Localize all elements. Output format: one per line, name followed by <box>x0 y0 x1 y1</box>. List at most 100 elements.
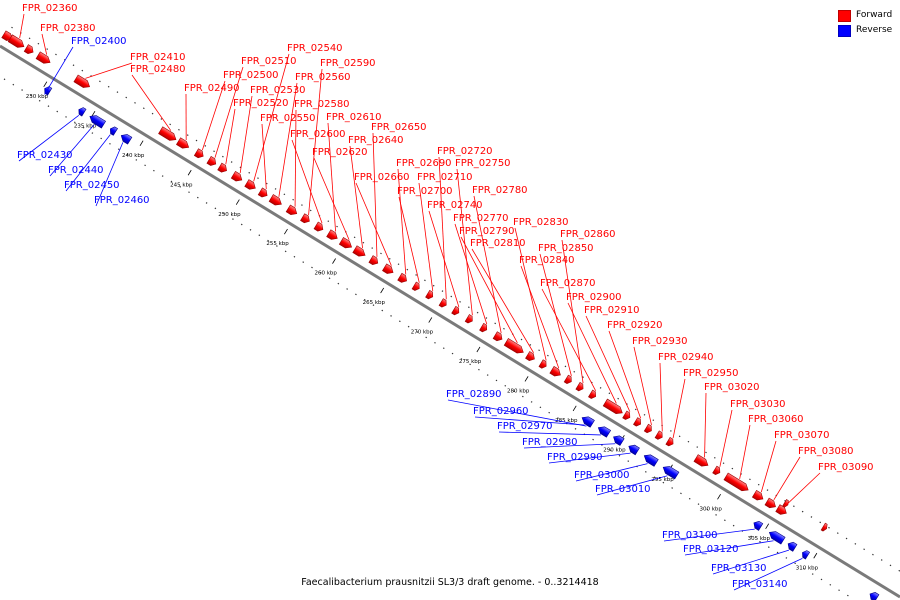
gene-label[interactable]: FPR_02460 <box>94 195 150 206</box>
gene-leader-line <box>739 424 751 479</box>
gene-label[interactable]: FPR_03100 <box>662 530 718 541</box>
gene-arrow-body <box>230 170 243 182</box>
gene-label[interactable]: FPR_03090 <box>818 462 874 473</box>
gene-arrow <box>643 454 659 467</box>
gene-label[interactable]: FPR_02780 <box>472 185 528 196</box>
gene-arrow-body <box>368 255 379 266</box>
gene-leader-line <box>398 196 420 283</box>
gene-label[interactable]: FPR_03030 <box>730 399 786 410</box>
gene-label[interactable]: FPR_02970 <box>497 421 553 432</box>
gene-label[interactable]: FPR_02770 <box>453 213 509 224</box>
gene-label[interactable]: FPR_02700 <box>397 186 453 197</box>
gene-label[interactable]: FPR_02980 <box>522 437 578 448</box>
gene-arrow-body <box>175 137 190 149</box>
gene-label[interactable]: FPR_02590 <box>320 58 376 69</box>
gene-label[interactable]: FPR_03000 <box>574 470 630 481</box>
gene-arrow-body <box>712 465 721 476</box>
gene-label[interactable]: FPR_02750 <box>455 158 511 169</box>
gene-label[interactable]: FPR_02860 <box>560 229 616 240</box>
gene-arrow <box>217 162 227 173</box>
gene-label[interactable]: FPR_02660 <box>354 172 410 183</box>
gene-label[interactable]: FPR_02520 <box>233 98 289 109</box>
gene-label[interactable]: FPR_02400 <box>71 36 127 47</box>
gene-label[interactable]: FPR_02830 <box>513 217 569 228</box>
gene-arrow <box>712 465 721 476</box>
gene-label[interactable]: FPR_02950 <box>683 368 739 379</box>
gene-label[interactable]: FPR_02740 <box>427 200 483 211</box>
gene-label[interactable]: FPR_02430 <box>17 150 73 161</box>
gene-label[interactable]: FPR_02380 <box>40 23 96 34</box>
gene-arrow <box>802 550 811 560</box>
gene-arrow-body <box>802 550 811 560</box>
gene-label[interactable]: FPR_02530 <box>250 85 306 96</box>
gene-arrow-body <box>397 272 407 283</box>
unlabeled-gene-arrow <box>781 499 789 508</box>
gene-label[interactable]: FPR_02890 <box>446 389 502 400</box>
gene-label[interactable]: FPR_02810 <box>470 238 526 249</box>
unlabeled-gene-arrow-body <box>23 44 34 55</box>
gene-arrow-body <box>563 374 572 385</box>
gene-label[interactable]: FPR_02900 <box>566 292 622 303</box>
gene-label[interactable]: FPR_02930 <box>632 336 688 347</box>
gene-leader-line <box>456 168 473 316</box>
gene-label[interactable]: FPR_03070 <box>774 430 830 441</box>
gene-label[interactable]: FPR_02620 <box>312 147 368 158</box>
gene-label[interactable]: FPR_02610 <box>326 112 382 123</box>
gene-label[interactable]: FPR_02600 <box>290 129 346 140</box>
gene-label[interactable]: FPR_02790 <box>459 226 515 237</box>
tick-mark <box>187 169 192 176</box>
gene-label[interactable]: FPR_02360 <box>22 3 78 14</box>
gene-label[interactable]: FPR_02850 <box>538 243 594 254</box>
legend-reverse[interactable]: Reverse <box>838 23 898 38</box>
gene-arrow <box>662 466 680 480</box>
gene-label[interactable]: FPR_02990 <box>547 452 603 463</box>
gene-label[interactable]: FPR_02480 <box>130 64 186 75</box>
gene-arrow <box>581 416 595 428</box>
gene-label[interactable]: FPR_02440 <box>48 165 104 176</box>
gene-label[interactable]: FPR_02960 <box>473 406 529 417</box>
gene-label[interactable]: FPR_02690 <box>396 158 452 169</box>
gene-label[interactable]: FPR_02840 <box>519 255 575 266</box>
gene-leader-line <box>327 122 336 232</box>
gene-label[interactable]: FPR_03020 <box>704 382 760 393</box>
gene-label[interactable]: FPR_02720 <box>437 146 493 157</box>
legend-forward[interactable]: Forward <box>838 8 898 23</box>
gene-label[interactable]: FPR_03010 <box>595 484 651 495</box>
gene-label[interactable]: FPR_02580 <box>294 99 350 110</box>
gene-label[interactable]: FPR_02500 <box>223 70 279 81</box>
gene-label[interactable]: FPR_03060 <box>748 414 804 425</box>
gene-label[interactable]: FPR_02920 <box>607 320 663 331</box>
gene-label[interactable]: FPR_02540 <box>287 43 343 54</box>
tick-label: 265 kbp <box>363 300 386 306</box>
gene-label[interactable]: FPR_03080 <box>798 446 854 457</box>
gene-label[interactable]: FPR_02550 <box>260 113 316 124</box>
gene-leader-line <box>447 399 587 427</box>
gene-label[interactable]: FPR_02560 <box>295 72 351 83</box>
tick-label: 275 kbp <box>459 359 482 365</box>
gene-arrow <box>775 504 787 515</box>
gene-label[interactable]: FPR_02940 <box>658 352 714 363</box>
gene-label[interactable]: FPR_02910 <box>584 305 640 316</box>
gene-arrow-body <box>588 389 596 399</box>
tick-mark <box>717 494 721 500</box>
gene-arrow <box>313 221 324 232</box>
gene-label[interactable]: FPR_02870 <box>540 278 596 289</box>
gene-label[interactable]: FPR_02510 <box>241 56 297 67</box>
tick-label: 270 kbp <box>411 330 434 336</box>
gene-label[interactable]: FPR_02490 <box>184 83 240 94</box>
gene-label[interactable]: FPR_02650 <box>371 122 427 133</box>
gene-label[interactable]: FPR_03130 <box>711 563 767 574</box>
gene-label[interactable]: FPR_03120 <box>683 544 739 555</box>
gene-arrow-body <box>158 126 177 141</box>
gene-label[interactable]: FPR_02710 <box>417 172 473 183</box>
strand-legend: Forward Reverse <box>838 8 898 38</box>
gene-label[interactable]: FPR_03140 <box>732 579 788 590</box>
tick-mark <box>428 317 433 323</box>
gene-label[interactable]: FPR_02640 <box>348 135 404 146</box>
gene-leader-line <box>473 195 502 333</box>
gene-arrow <box>244 179 256 190</box>
gene-label[interactable]: FPR_02410 <box>130 52 186 63</box>
gene-label[interactable]: FPR_02450 <box>64 180 120 191</box>
gene-arrow <box>597 426 612 438</box>
gene-arrow-body <box>425 289 434 300</box>
